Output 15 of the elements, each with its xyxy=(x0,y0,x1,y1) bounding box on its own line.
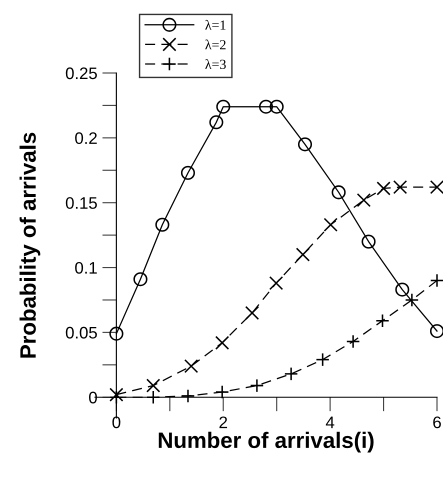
x-axis-title: Number of arrivals(i) xyxy=(158,432,374,453)
y-tick-label: 0.2 xyxy=(75,132,97,144)
y-tick-label: 0.15 xyxy=(66,197,97,209)
y-tick-label: 0.05 xyxy=(66,326,97,339)
y-tick-label: 0.1 xyxy=(75,262,97,274)
x-tick-label: 0 xyxy=(112,416,120,428)
y-tick-label: 0 xyxy=(89,392,97,404)
x-tick-label: 6 xyxy=(433,416,441,428)
x-tick-label: 2 xyxy=(219,416,228,428)
legend-label: λ=1 xyxy=(205,20,226,30)
legend-label: λ=2 xyxy=(205,40,226,50)
x-tick-label: 4 xyxy=(326,416,334,428)
y-tick-label: 0.25 xyxy=(66,67,97,80)
legend-label: λ=3 xyxy=(205,59,226,70)
y-axis-title: Probability of arrivals xyxy=(20,132,40,358)
